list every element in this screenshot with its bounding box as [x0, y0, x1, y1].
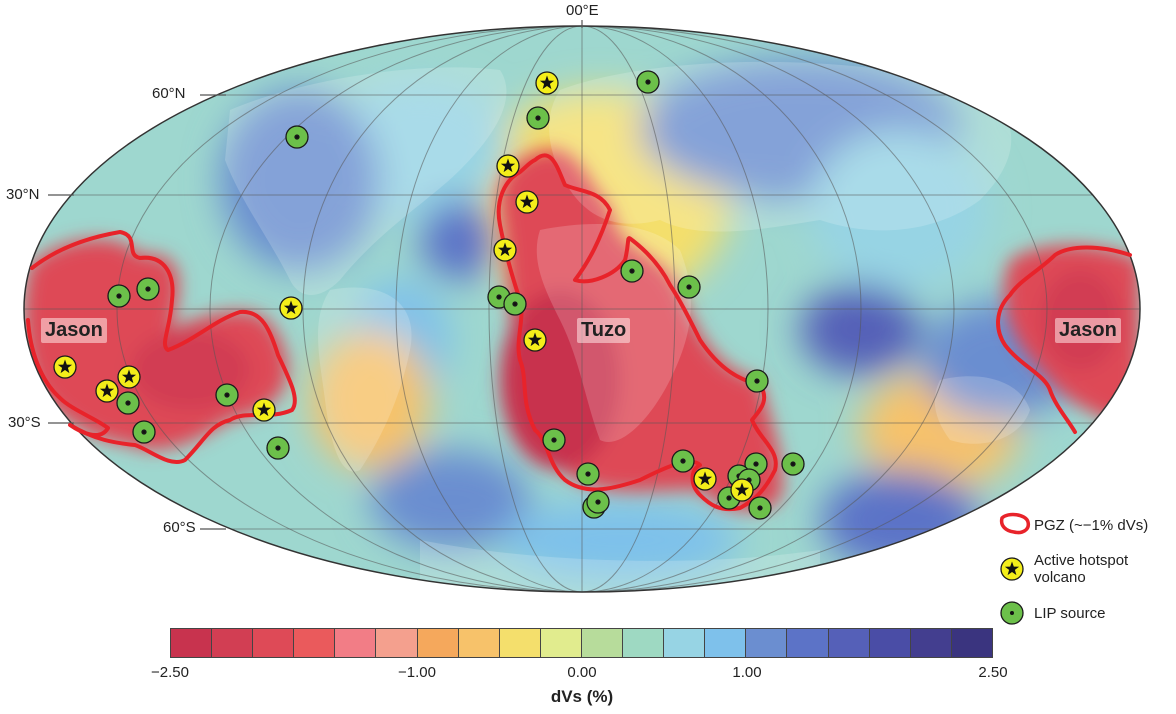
colorbar-cell: [705, 629, 747, 657]
colorbar-cell: [253, 629, 295, 657]
lip-marker: [671, 449, 695, 473]
legend-item-pgz: PGZ (~−1% dVs): [998, 505, 1173, 545]
region-label-jason-west: Jason: [41, 318, 107, 343]
legend-item-hotspot: Active hotspot volcano: [998, 545, 1173, 593]
lip-marker: [215, 383, 239, 407]
hotspot-marker: [117, 365, 141, 389]
legend: PGZ (~−1% dVs) Active hotspot volcano LI…: [998, 505, 1173, 633]
lip-marker: [136, 277, 160, 301]
hotspot-marker: [730, 478, 754, 502]
hotspot-marker: [515, 190, 539, 214]
colorbar-cell: [171, 629, 213, 657]
parallel-label-30s: 30°S: [8, 414, 41, 431]
pgz-line-icon: [998, 510, 1034, 540]
colorbar-cell: [581, 629, 624, 657]
colorbar-cell: [335, 629, 377, 657]
colorbar-cell: [910, 629, 952, 657]
hotspot-marker: [95, 379, 119, 403]
label-ticks: [48, 20, 583, 530]
lip-marker: [285, 125, 309, 149]
hotspot-marker: [252, 398, 276, 422]
lip-marker: [576, 462, 600, 486]
legend-item-lip: LIP source: [998, 593, 1173, 633]
legend-label-pgz: PGZ (~−1% dVs): [1034, 516, 1149, 534]
legend-label-lip: LIP source: [1034, 604, 1106, 622]
colorbar-cell: [294, 629, 336, 657]
colorbar-cell: [746, 629, 788, 657]
lip-marker: [781, 452, 805, 476]
colorbar-cell: [869, 629, 911, 657]
lip-marker: [586, 490, 610, 514]
lip-marker: [748, 496, 772, 520]
colorbar-cell: [458, 629, 500, 657]
colorbar-cell: [540, 629, 582, 657]
parallel-label-60n: 60°N: [152, 85, 186, 102]
hotspot-marker: [279, 296, 303, 320]
lip-marker: [107, 284, 131, 308]
colorbar-cell: [499, 629, 541, 657]
region-label-tuzo: Tuzo: [577, 318, 631, 343]
colorbar-cell: [417, 629, 459, 657]
lip-marker: [116, 391, 140, 415]
meridian-label: 00°E: [566, 2, 599, 19]
colorbar-cell: [951, 629, 992, 657]
hotspot-star-icon: [998, 554, 1034, 584]
parallel-label-30n: 30°N: [6, 186, 40, 203]
colorbar-cell: [376, 629, 418, 657]
colorbar: [170, 628, 993, 658]
colorbar-tick-label: 0.00: [567, 664, 597, 681]
hotspot-marker: [523, 328, 547, 352]
colorbar-tick-label: 1.00: [732, 664, 762, 681]
lip-circle-icon: [998, 598, 1034, 628]
lip-marker: [503, 292, 527, 316]
colorbar-tick-label: 2.50: [978, 664, 1008, 681]
colorbar-cell: [664, 629, 706, 657]
hotspot-marker: [496, 154, 520, 178]
colorbar-tick-label: −2.50: [151, 664, 189, 681]
hotspot-marker: [693, 467, 717, 491]
hotspots: [53, 71, 754, 502]
lip-marker: [677, 275, 701, 299]
lip-marker: [542, 428, 566, 452]
colorbar-cell: [828, 629, 870, 657]
colorbar-cell: [787, 629, 829, 657]
hotspot-marker: [535, 71, 559, 95]
pgz-contour-jason-west: [26, 230, 297, 464]
lip-marker: [636, 70, 660, 94]
region-label-jason-east: Jason: [1055, 318, 1121, 343]
llsvp-anomalies: [24, 148, 1140, 511]
lip-marker: [266, 436, 290, 460]
hotspot-marker: [53, 355, 77, 379]
colorbar-cell: [212, 629, 254, 657]
parallel-label-60s: 60°S: [163, 519, 196, 536]
hotspot-marker: [493, 238, 517, 262]
colorbar-title: dVs (%): [550, 687, 614, 706]
colorbar-cell: [623, 629, 665, 657]
lip-marker: [132, 420, 156, 444]
colorbar-tick-label: −1.00: [398, 664, 436, 681]
lip-marker: [745, 369, 769, 393]
pgz-contour-jason-east: [996, 245, 1132, 434]
legend-label-hotspot: Active hotspot volcano: [1034, 552, 1129, 586]
lip-marker: [620, 259, 644, 283]
lip-marker: [526, 106, 550, 130]
